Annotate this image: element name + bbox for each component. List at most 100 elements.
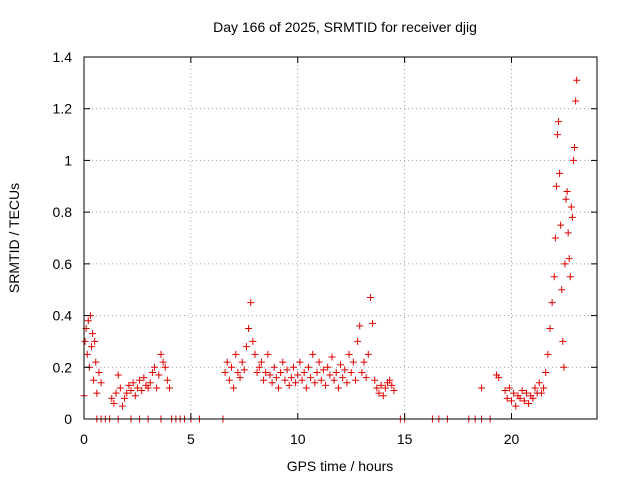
data-point [230,384,238,392]
data-point [93,389,101,397]
data-point [546,325,554,332]
data-point [322,381,330,389]
data-point [309,350,317,358]
x-tick-label: 0 [80,431,88,447]
data-point [238,358,246,366]
data-point [369,319,377,327]
data-point [90,376,98,384]
data-point [516,394,524,402]
data-point [345,350,353,358]
data-point [556,169,564,177]
data-point [354,337,362,345]
x-tick-label: 15 [397,431,413,447]
y-tick-label: 1.2 [53,101,73,117]
data-point [562,195,570,203]
data-point [127,387,135,395]
data-point [118,402,126,410]
y-tick-label: 0.4 [53,308,73,324]
data-point [317,376,325,384]
data-point [343,379,351,387]
data-point [245,325,253,332]
data-point [337,361,344,369]
y-tick-label: 0.8 [53,204,73,220]
data-point [304,363,312,371]
data-point [525,399,533,407]
data-point [510,389,518,397]
data-point [550,273,558,281]
data-point [287,374,295,382]
data-point [249,337,257,345]
data-point [375,389,383,397]
data-point [166,384,173,392]
data-point [240,366,248,374]
data-point [114,371,122,379]
data-point [381,384,389,392]
data-point [264,350,272,358]
data-point [163,376,171,384]
data-point [568,213,576,221]
data-point [84,317,92,325]
data-point [373,384,381,392]
data-point [501,387,509,395]
data-point [285,381,293,389]
data-point [366,293,374,301]
data-point [334,384,342,392]
data-point [332,368,340,376]
data-point [298,376,306,384]
data-point [311,379,319,387]
data-point [388,381,396,389]
data-point [351,376,359,384]
data-point [108,394,116,402]
data-point [551,234,559,242]
y-axis-title: SRMTID / TECUs [6,183,22,293]
data-point [281,376,289,384]
data-point [358,368,366,376]
data-point [300,368,308,376]
y-tick-label: 1 [64,152,72,168]
data-point [503,394,511,402]
data-point [326,371,334,379]
data-point [236,374,244,382]
data-point [330,376,338,384]
data-point [110,399,118,407]
data-point [87,343,95,351]
data-point [535,379,543,387]
data-point [328,353,336,361]
data-point [339,374,347,382]
data-point [89,330,97,338]
data-point [95,368,103,376]
data-point [270,363,278,371]
chart-title: Day 166 of 2025, SRMTID for receiver dji… [213,19,477,35]
data-point [116,384,124,392]
data-point [289,363,297,371]
data-point [512,402,520,410]
data-point [548,299,556,307]
data-point [112,389,120,397]
data-point [564,229,572,237]
grid [84,57,597,419]
y-tick-label: 0.2 [53,359,73,375]
data-point [560,363,568,371]
data-point [302,384,310,392]
data-point [379,392,387,400]
data-point [255,363,263,371]
data-point [283,366,291,374]
data-point [505,384,513,392]
data-point [307,374,315,382]
data-point [552,182,560,190]
data-point [223,358,231,366]
data-point [537,389,545,397]
data-point [518,387,526,395]
data-point [232,350,240,358]
y-tick-label: 0 [64,411,72,427]
data-point [161,363,169,371]
data-point [572,97,580,105]
data-point [81,337,89,345]
data-point [296,358,304,366]
data-point [234,368,242,376]
data-point [138,387,146,395]
data-point [531,384,539,392]
data-point [495,374,503,382]
x-tick-labels: 0 5 10 15 20 [80,431,519,447]
data-point [553,131,561,139]
